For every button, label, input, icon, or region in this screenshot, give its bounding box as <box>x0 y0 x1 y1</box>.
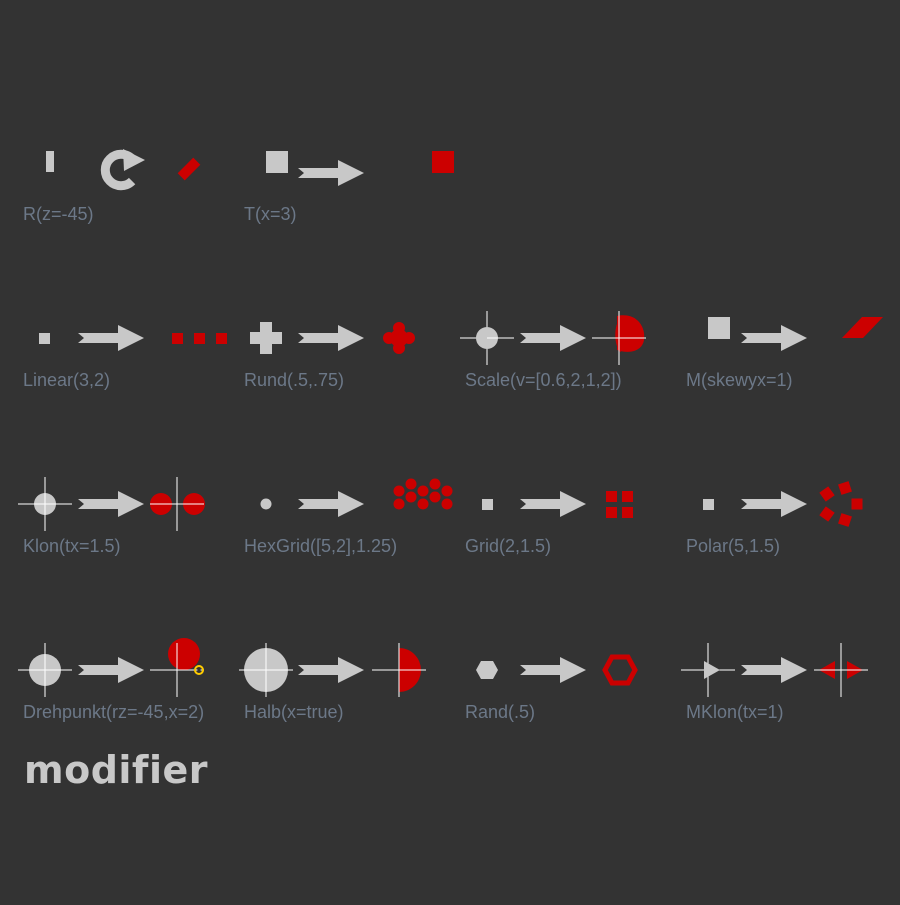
rim-source-shape <box>476 661 498 679</box>
round-example <box>250 322 415 354</box>
skew-example <box>708 317 883 351</box>
hexgrid-arrow-icon <box>298 491 364 517</box>
round-result-shape <box>383 322 415 354</box>
mirror-clone-source-shape <box>704 661 720 679</box>
mirror-clone-label: MKlon(tx=1) <box>686 702 784 722</box>
polar-result-shape <box>819 481 863 527</box>
linear-result-shape <box>194 333 205 344</box>
grid-arrow-icon <box>520 491 586 517</box>
pivot-point-icon <box>194 665 204 675</box>
grid-example <box>482 491 633 518</box>
skew-result-shape <box>842 317 883 338</box>
rotate-label: R(z=-45) <box>23 204 94 224</box>
linear-result-shape <box>172 333 183 344</box>
clone-label: Klon(tx=1.5) <box>23 536 121 556</box>
pivot-arrow-icon <box>78 657 144 683</box>
polar-arrow-icon <box>741 491 807 517</box>
linear-label: Linear(3,2) <box>23 370 111 390</box>
rotate-source-shape <box>46 151 54 172</box>
translate-label: T(x=3) <box>244 204 297 224</box>
skew-source-shape <box>708 317 730 339</box>
linear-result-shape <box>216 333 227 344</box>
scale-example <box>460 311 646 365</box>
mirror-clone-example <box>681 643 868 697</box>
round-label: Rund(.5,.75) <box>244 370 345 390</box>
grid-result-shape <box>606 491 617 502</box>
page-title: modifier <box>24 748 208 792</box>
translate-source-shape <box>266 151 288 173</box>
linear-example <box>39 325 227 351</box>
grid-result-shape <box>622 507 633 518</box>
half-example <box>239 643 426 697</box>
hexgrid-result-shape <box>393 478 453 510</box>
grid-source-shape <box>482 499 493 510</box>
hexgrid-example <box>260 478 453 517</box>
polar-example <box>703 481 863 527</box>
pivot-example <box>18 638 204 697</box>
half-arrow-icon <box>298 657 364 683</box>
grid-result-shape <box>622 491 633 502</box>
clone-example <box>18 477 205 531</box>
translate-example <box>266 151 454 186</box>
rotate-result-shape <box>177 157 201 181</box>
grid-result-shape <box>606 507 617 518</box>
rim-label: Rand(.5) <box>465 702 536 722</box>
round-arrow-icon <box>298 325 364 351</box>
hexgrid-source-shape <box>260 498 272 510</box>
mirror-clone-arrow-icon <box>741 657 807 683</box>
skew-label: M(skewyx=1) <box>686 370 793 390</box>
pivot-result-shape <box>168 638 200 670</box>
rotate-example <box>46 149 201 191</box>
translate-arrow-icon <box>298 160 364 186</box>
hexgrid-label: HexGrid([5,2],1.25) <box>244 536 398 556</box>
rim-arrow-icon <box>520 657 586 683</box>
polar-source-shape <box>703 499 714 510</box>
clone-arrow-icon <box>78 491 144 517</box>
scale-arrow-icon <box>520 325 586 351</box>
polar-label: Polar(5,1.5) <box>686 536 781 556</box>
grid-label: Grid(2,1.5) <box>465 536 552 556</box>
skew-arrow-icon <box>741 325 807 351</box>
scale-label: Scale(v=[0.6,2,1,2]) <box>465 370 622 390</box>
round-source-shape <box>250 322 282 354</box>
rim-result-shape <box>602 654 638 686</box>
linear-source-shape <box>39 333 50 344</box>
rim-example <box>476 654 638 686</box>
translate-result-shape <box>432 151 454 173</box>
linear-arrow-icon <box>78 325 144 351</box>
pivot-label: Drehpunkt(rz=-45,x=2) <box>23 702 205 722</box>
half-label: Halb(x=true) <box>244 702 344 722</box>
rotate-arrow-icon <box>100 149 145 191</box>
